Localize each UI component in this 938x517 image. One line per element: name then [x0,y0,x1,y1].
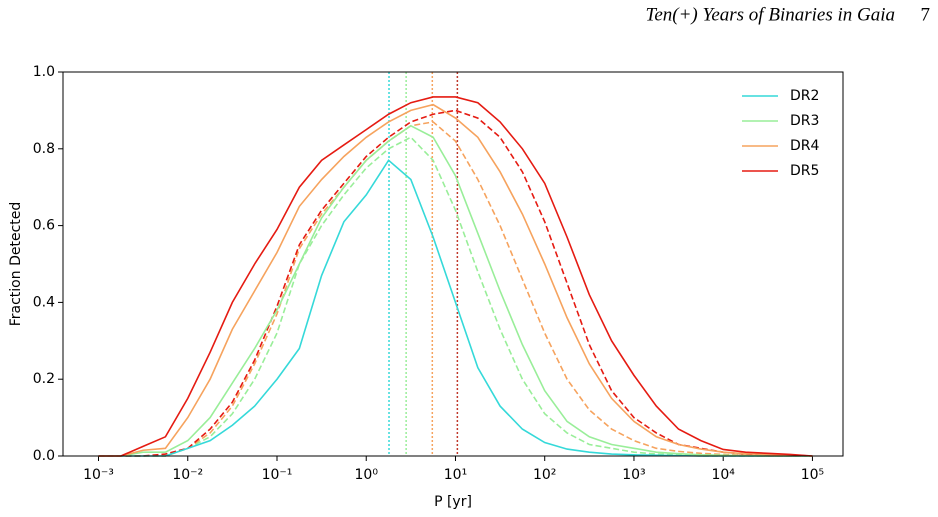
x-tick-label: 10⁻² [172,467,203,483]
series-line [98,124,813,457]
y-tick-label: 0.6 [33,218,55,234]
dashed-line [98,136,813,457]
x-tick-label: 10⁻³ [83,467,114,483]
x-tick-label: 10¹ [444,467,467,483]
x-tick-label: 10⁴ [711,467,735,483]
x-tick-label: 10⁻¹ [262,467,293,483]
series-line [98,159,813,457]
x-axis-label: P [yr] [434,494,472,510]
y-tick-label: 0.8 [33,141,55,157]
page-title: Ten(+) Years of Binaries in Gaia [646,4,895,25]
y-tick-label: 0.0 [33,448,55,464]
legend-label: DR3 [790,113,819,129]
x-tick-label: 10² [533,467,556,483]
y-axis-label: Fraction Detected [8,202,24,327]
plot-frame [62,71,844,457]
series-line [98,103,813,457]
legend-label: DR4 [790,138,820,154]
legend-label: DR2 [790,88,819,104]
page-number: 7 [921,4,931,25]
x-tick-label: 10⁰ [355,467,379,483]
series-line [98,96,813,457]
dashed-line [98,121,813,457]
x-tick-label: 10³ [622,467,645,483]
y-tick-label: 1.0 [33,64,55,80]
y-tick-label: 0.4 [33,294,55,310]
x-tick-label: 10⁵ [801,467,824,483]
legend-label: DR5 [790,163,819,179]
dashed-line [98,109,813,457]
y-tick-label: 0.2 [33,371,55,387]
